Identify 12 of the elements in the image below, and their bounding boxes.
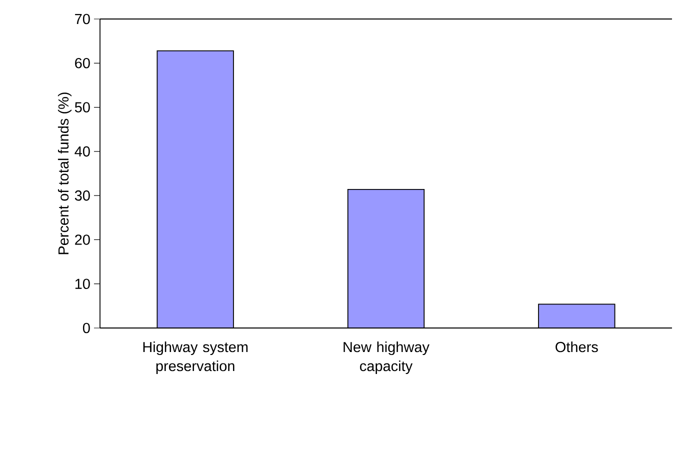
x-tick-label: New highway capacity: [344, 342, 430, 374]
y-axis-title: Percent of total funds (%): [58, 92, 72, 254]
y-tick-label: 50: [74, 102, 90, 112]
y-tick-label: 70: [75, 14, 90, 24]
y-tick-label: 60: [75, 58, 90, 68]
y-tick-label: 10: [75, 278, 90, 289]
x-tick-label: Highway system preservation: [143, 342, 248, 374]
y-tick-label: 0: [82, 322, 90, 334]
x-tick-label: Others: [556, 342, 598, 352]
y-tick-label: 40: [74, 146, 90, 157]
y-tick-label: 20: [75, 234, 90, 245]
y-tick-label: 30: [74, 190, 90, 201]
